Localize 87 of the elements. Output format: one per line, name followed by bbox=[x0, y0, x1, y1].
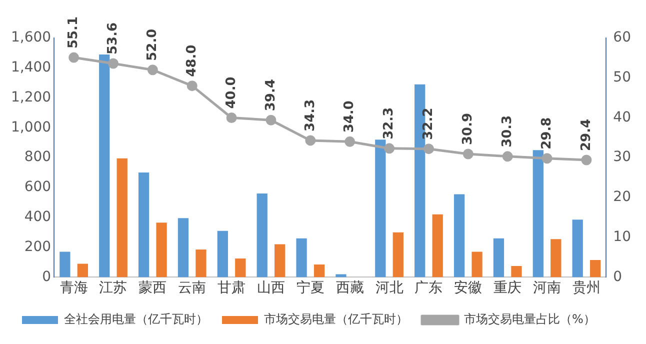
point bbox=[344, 136, 356, 147]
point bbox=[226, 112, 237, 123]
point bbox=[542, 153, 552, 164]
point bbox=[305, 135, 316, 146]
y-tick-label: 600 bbox=[24, 179, 52, 196]
bar bbox=[274, 244, 286, 278]
x-tick-label: 重庆 bbox=[494, 280, 522, 296]
data-label: 29.4 bbox=[578, 118, 594, 151]
bar bbox=[77, 264, 88, 278]
point bbox=[147, 64, 158, 76]
point bbox=[384, 143, 395, 154]
y2-tick-label: 40 bbox=[613, 109, 632, 126]
bar bbox=[472, 252, 482, 278]
bar bbox=[116, 158, 128, 278]
y-tick-label: 1,000 bbox=[10, 119, 52, 136]
y2-tick-label: 60 bbox=[613, 30, 632, 46]
bar bbox=[432, 214, 443, 278]
x-tick-label: 山西 bbox=[256, 280, 285, 296]
point bbox=[423, 144, 434, 154]
x-tick-label: 安徽 bbox=[454, 280, 482, 296]
x-tick-label: 甘肃 bbox=[218, 280, 246, 296]
y-tick-label: 1,600 bbox=[10, 30, 52, 46]
bar bbox=[60, 252, 70, 278]
bar bbox=[196, 250, 206, 278]
data-label: 30.3 bbox=[500, 115, 515, 148]
data-label: 29.8 bbox=[539, 117, 554, 150]
point bbox=[266, 114, 276, 126]
data-label: 34.0 bbox=[342, 100, 358, 133]
data-label: 32.3 bbox=[382, 107, 397, 140]
bar bbox=[590, 260, 601, 278]
bar bbox=[493, 238, 504, 278]
bar bbox=[314, 264, 325, 278]
data-label: 40.0 bbox=[224, 76, 239, 109]
data-label: 32.2 bbox=[421, 108, 436, 140]
y2-tick-label: 30 bbox=[613, 149, 632, 166]
x-tick-label: 江苏 bbox=[99, 280, 128, 296]
y-tick-label: 0 bbox=[42, 268, 52, 285]
y-tick-label: 200 bbox=[24, 238, 52, 255]
point bbox=[108, 58, 118, 69]
y-tick-label: 1,200 bbox=[10, 89, 52, 106]
bar bbox=[550, 239, 562, 278]
bar bbox=[138, 172, 150, 278]
legend-label: 市场交易电量（亿千瓦时） bbox=[264, 312, 408, 326]
y-tick-label: 800 bbox=[24, 149, 52, 166]
legend-label: 市场交易电量占比（%） bbox=[464, 312, 596, 326]
bar bbox=[217, 230, 228, 278]
bar bbox=[392, 232, 404, 278]
y2-tick-label: 0 bbox=[613, 268, 622, 285]
y-tick-label: 400 bbox=[24, 209, 52, 226]
x-tick-label: 广东 bbox=[414, 280, 443, 296]
point bbox=[502, 151, 513, 162]
point bbox=[186, 80, 198, 92]
bar bbox=[572, 220, 583, 278]
point bbox=[68, 52, 80, 63]
data-label: 52.0 bbox=[145, 28, 160, 61]
y2-tick-label: 10 bbox=[613, 228, 632, 245]
data-label: 30.9 bbox=[460, 112, 476, 146]
y2-tick-label: 20 bbox=[613, 189, 632, 206]
x-tick-label: 西藏 bbox=[336, 280, 364, 296]
x-tick-label: 蒙西 bbox=[138, 280, 167, 296]
bar bbox=[178, 218, 189, 278]
point bbox=[462, 148, 474, 160]
x-tick-label: 宁夏 bbox=[296, 280, 324, 296]
legend-label: 全社会用电量（亿千瓦时） bbox=[64, 312, 208, 326]
data-label: 48.0 bbox=[184, 44, 200, 77]
bar bbox=[336, 274, 346, 278]
point bbox=[581, 154, 592, 166]
x-tick-label: 河南 bbox=[533, 280, 562, 296]
bar bbox=[99, 54, 110, 278]
bar bbox=[296, 238, 307, 278]
y-tick-label: 1,400 bbox=[10, 60, 52, 76]
bar bbox=[235, 258, 246, 278]
x-tick-label: 河北 bbox=[375, 280, 404, 296]
x-tick-label: 青海 bbox=[60, 280, 88, 296]
bar bbox=[532, 150, 544, 278]
x-tick-label: 云南 bbox=[178, 280, 206, 296]
x-tick-label: 贵州 bbox=[572, 280, 600, 296]
bar bbox=[454, 194, 465, 278]
data-label: 34.3 bbox=[302, 99, 318, 132]
bar bbox=[375, 140, 386, 278]
data-label: 39.4 bbox=[263, 79, 278, 112]
y2-tick-label: 50 bbox=[613, 70, 632, 86]
data-label: 53.6 bbox=[106, 22, 121, 55]
bar bbox=[511, 266, 522, 278]
bar bbox=[156, 222, 167, 278]
data-label: 55.1 bbox=[66, 16, 82, 49]
bar bbox=[256, 193, 268, 278]
